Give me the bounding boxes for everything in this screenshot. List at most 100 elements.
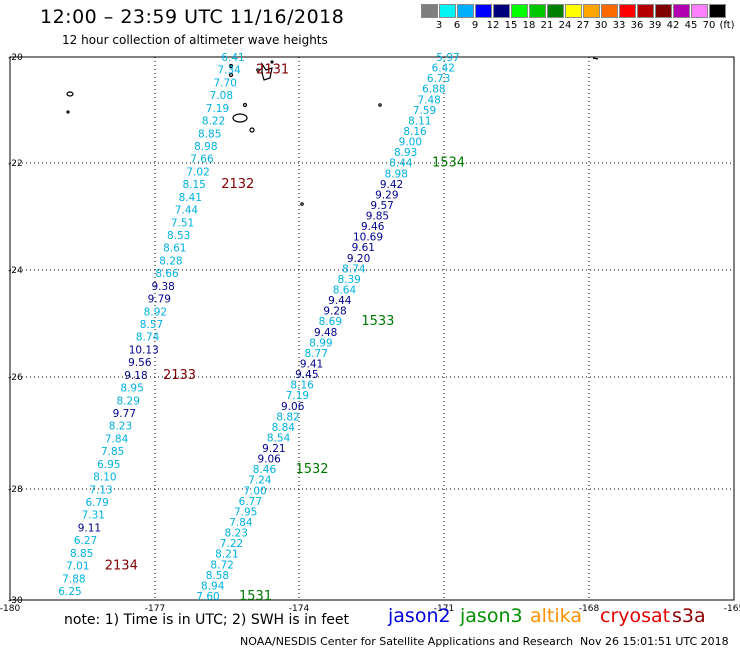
wave-height-value: 8.11 [408, 115, 431, 127]
wave-height-value: 7.84 [105, 433, 129, 445]
color-scale-label: 45 [684, 20, 698, 31]
wave-height-value: 8.72 [210, 559, 233, 571]
wave-height-value: 9.85 [366, 211, 389, 223]
pass-time-label: 2134 [105, 559, 138, 574]
wave-height-value: 10.13 [129, 344, 159, 356]
longitude-label: -180 [0, 604, 20, 614]
longitude-label: -168 [579, 604, 600, 614]
wave-height-value: 8.15 [182, 179, 205, 191]
color-scale-label: 36 [630, 20, 644, 31]
wave-height-value: 7.19 [286, 390, 309, 402]
wave-height-value: 6.95 [97, 459, 120, 471]
wave-height-value: 8.41 [179, 192, 202, 204]
color-swatch [583, 4, 600, 18]
color-scale-label: 33 [612, 20, 626, 31]
color-scale-label: 6 [453, 20, 461, 31]
wave-height-value: 7.44 [175, 205, 199, 217]
latitude-label: -24 [8, 266, 23, 276]
color-swatch [709, 4, 726, 18]
wave-height-value: 9.38 [151, 281, 174, 293]
color-scale-label: 18 [522, 20, 536, 31]
wave-height-value: 8.10 [93, 472, 116, 484]
wave-height-value: 8.99 [309, 337, 332, 349]
wave-height-value: 6.27 [74, 535, 97, 547]
satellite-legend-altika: altika [530, 605, 582, 627]
latitude-label: -22 [8, 159, 23, 169]
wave-height-value: 8.66 [155, 268, 179, 280]
color-swatch [619, 4, 636, 18]
page-subtitle: 12 hour collection of altimeter wave hei… [62, 33, 328, 47]
pass-time-label: 1531 [239, 589, 272, 604]
footer-timestamp: Nov 26 15:01:51 UTC 2018 [580, 635, 729, 648]
wave-height-value: 8.98 [194, 141, 217, 153]
graticule [10, 57, 734, 600]
color-swatch [421, 4, 438, 18]
wave-height-value: 8.54 [267, 432, 291, 444]
wave-height-value: 8.95 [120, 383, 143, 395]
wave-height-value: 8.28 [159, 255, 182, 267]
longitude-label: -165 [724, 604, 740, 614]
wave-height-value: 7.31 [82, 510, 105, 522]
color-scale-label: 70 [702, 20, 716, 31]
wave-height-value: 8.69 [319, 316, 342, 328]
color-swatch [439, 4, 456, 18]
wave-height-value: 9.11 [78, 522, 101, 534]
wave-height-value: 5.97 [436, 52, 459, 64]
wave-height-value: 8.46 [253, 464, 277, 476]
wave-height-value: 8.61 [163, 243, 186, 255]
longitude-label: -177 [145, 604, 165, 614]
wave-height-value: 7.70 [214, 77, 237, 89]
wave-height-value: 6.73 [427, 73, 450, 85]
pass-time-label: 2132 [221, 177, 254, 192]
wave-height-value: 7.08 [210, 90, 233, 102]
footnote: note: 1) Time is in UTC; 2) SWH is in fe… [64, 612, 350, 628]
wave-height-value: 9.61 [352, 242, 375, 254]
wave-height-value: 9.45 [295, 369, 318, 381]
wave-height-value: 9.41 [300, 358, 323, 370]
wave-height-value: 8.74 [136, 332, 160, 344]
wave-height-value: 9.57 [370, 200, 393, 212]
color-scale-label: 27 [576, 20, 590, 31]
wave-height-value: 8.23 [109, 421, 132, 433]
wave-height-value: 6.25 [58, 586, 81, 598]
wave-height-value: 9.29 [375, 189, 398, 201]
wave-height-value: 9.06 [257, 454, 281, 466]
island-outlines [66, 57, 599, 206]
longitude-label: -174 [289, 604, 310, 614]
wave-height-value: 7.59 [413, 105, 436, 117]
wave-height-value: 8.39 [337, 274, 360, 286]
map-frame [9, 56, 735, 601]
satellite-legend-s3a: s3a [672, 605, 706, 627]
pass-time-label: 1533 [361, 314, 394, 329]
color-swatch [691, 4, 708, 18]
wave-height-value: 7.95 [234, 506, 257, 518]
wave-height-value: 7.66 [190, 154, 214, 166]
wave-height-value: 8.64 [333, 285, 357, 297]
satellite-legend-cryosat: cryosat [600, 605, 671, 627]
wave-height-value: 8.82 [276, 411, 299, 423]
color-swatch [637, 4, 654, 18]
wave-height-value: 7.00 [243, 485, 266, 497]
pass-time-label: 2131 [256, 63, 289, 78]
color-swatch [529, 4, 546, 18]
pass-time-label: 2133 [163, 368, 196, 383]
color-swatch [475, 4, 492, 18]
color-scale-label: 21 [540, 20, 554, 31]
wave-height-value: 8.58 [206, 570, 229, 582]
wave-height-value: 8.92 [144, 306, 167, 318]
wave-height-value: 7.60 [196, 591, 219, 603]
wave-height-value: 6.41 [221, 52, 244, 64]
wave-height-value: 8.57 [140, 319, 163, 331]
wave-height-value: 8.98 [385, 168, 408, 180]
wave-height-value: 9.28 [323, 306, 346, 318]
wave-height-value: 9.79 [148, 294, 171, 306]
wave-height-value: 6.79 [85, 497, 108, 509]
wave-height-value: 8.53 [167, 230, 190, 242]
color-scale-label: 3 [435, 20, 443, 31]
latitude-label: -30 [8, 596, 23, 606]
color-swatch [601, 4, 618, 18]
color-scale-labels: 3 6 9 12 15 18 21 24 27 30 33 36 39 42 45 70 (ft) [430, 20, 736, 31]
wave-height-value: 8.85 [198, 128, 221, 140]
color-scale-label: 24 [558, 20, 572, 31]
wave-height-value: 10.69 [353, 232, 383, 244]
